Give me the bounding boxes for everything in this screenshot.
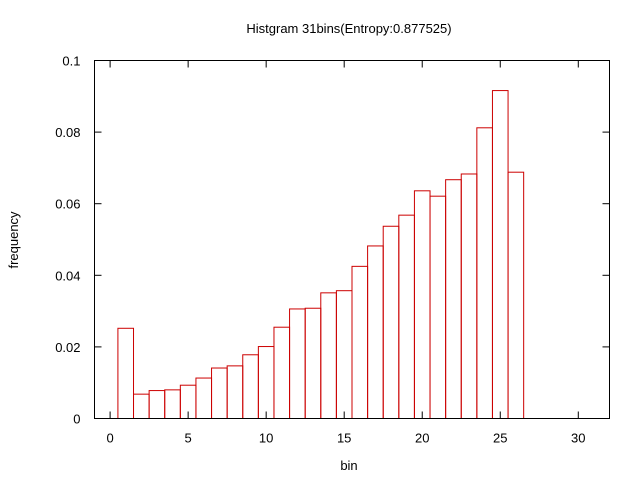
x-tick-label: 15	[337, 431, 351, 446]
histogram-bar	[273, 326, 291, 419]
x-tick-label: 30	[571, 431, 585, 446]
y-tick-label: 0.06	[55, 197, 80, 212]
y-tick-label: 0.1	[62, 54, 80, 69]
y-axis: 0 0.02 0.04 0.06 0.08 0.1	[55, 54, 610, 427]
histogram-bar	[460, 173, 478, 419]
histogram-bar	[382, 225, 400, 419]
histogram-bar	[351, 265, 369, 419]
histogram-bar	[289, 308, 306, 419]
histogram-bar	[491, 90, 509, 420]
x-tick-label: 5	[185, 431, 192, 446]
y-axis-label: frequency	[6, 211, 21, 269]
histogram-bar	[148, 390, 166, 419]
histogram-bar	[445, 179, 462, 419]
histogram-bar	[398, 214, 415, 419]
x-axis: 0 5 10 15 20 25 30	[106, 60, 586, 446]
x-axis-label: bin	[340, 458, 357, 473]
histogram-bar	[429, 195, 447, 419]
x-tick-label: 20	[415, 431, 429, 446]
histogram-bar	[367, 245, 384, 419]
chart-title: Histgram 31bins(Entropy:0.877525)	[246, 21, 451, 36]
histogram-bar	[242, 354, 259, 419]
bars-group	[117, 90, 525, 420]
x-tick-label: 0	[106, 431, 113, 446]
y-tick-label: 0.04	[55, 268, 80, 283]
histogram-bar	[507, 171, 525, 419]
plot-frame	[94, 60, 610, 419]
histogram-bar	[413, 190, 431, 419]
histogram-bar	[476, 127, 493, 420]
y-tick-label: 0.08	[55, 125, 80, 140]
histogram-bar	[133, 393, 150, 420]
histogram-bar	[195, 377, 213, 419]
histogram-bar	[211, 367, 228, 420]
histogram-bar	[117, 327, 135, 419]
histogram-bar	[320, 292, 337, 420]
histogram-bar	[226, 365, 244, 419]
histogram-bar	[304, 307, 322, 419]
histogram-bar	[335, 290, 353, 419]
x-tick-label: 25	[493, 431, 507, 446]
y-tick-label: 0.02	[55, 340, 80, 355]
histogram-bar	[257, 346, 275, 419]
x-tick-label: 10	[259, 431, 273, 446]
histogram-bar	[164, 389, 181, 419]
y-tick-label: 0	[73, 412, 80, 427]
